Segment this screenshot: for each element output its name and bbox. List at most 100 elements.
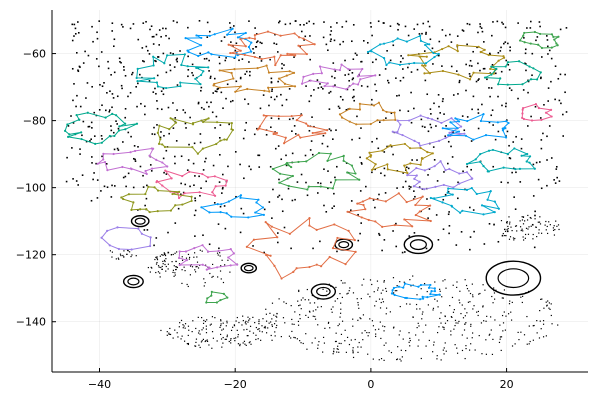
series-point	[391, 40, 395, 43]
scatter-point	[70, 115, 72, 117]
series-point	[155, 180, 159, 183]
scatter-point	[371, 320, 374, 322]
series-point	[328, 255, 331, 259]
series-point	[370, 50, 373, 53]
scatter-point	[452, 284, 454, 286]
scatter-point	[385, 313, 387, 315]
scatter-point	[504, 26, 507, 29]
scatter-point	[205, 328, 207, 330]
series-point	[86, 111, 89, 114]
scatter-point	[384, 192, 387, 194]
scatter-point	[472, 332, 474, 334]
scatter-point	[451, 316, 453, 318]
series-point	[305, 122, 308, 125]
scatter-point	[298, 304, 300, 307]
scatter-point	[361, 163, 363, 165]
scatter-point	[522, 216, 525, 218]
series-point	[367, 218, 370, 222]
scatter-point	[442, 228, 445, 231]
series-point	[407, 54, 410, 57]
series-point	[230, 215, 233, 218]
scatter-point	[189, 185, 191, 188]
scatter-point	[189, 116, 191, 119]
scatter-point	[130, 255, 132, 258]
series-point	[361, 67, 364, 71]
series-point	[358, 108, 362, 111]
scatter-point	[538, 337, 541, 339]
series-point	[140, 232, 143, 235]
scatter-point	[175, 266, 177, 268]
series-point	[440, 47, 444, 51]
scatter-point	[509, 49, 511, 52]
scatter-point	[275, 320, 277, 322]
series-point	[419, 144, 422, 147]
scatter-point	[402, 76, 405, 79]
scatter-point	[270, 117, 273, 119]
scatter-point	[353, 99, 355, 102]
scatter-point	[535, 161, 538, 164]
scatter-point	[482, 284, 484, 286]
scatter-point	[378, 359, 380, 361]
scatter-point	[402, 57, 404, 60]
series-point	[148, 244, 152, 248]
scatter-point	[437, 239, 440, 241]
scatter-point	[166, 334, 168, 336]
scatter-point	[299, 314, 301, 316]
ring-marker	[122, 274, 144, 289]
scatter-point	[370, 26, 372, 28]
scatter-point	[540, 232, 543, 234]
scatter-point	[425, 33, 427, 35]
scatter-point	[461, 29, 464, 31]
scatter-point	[536, 320, 538, 322]
scatter-point	[278, 194, 281, 197]
series-point	[183, 53, 186, 56]
scatter-point	[422, 311, 424, 313]
scatter-point	[366, 41, 369, 44]
scatter-point	[436, 180, 439, 182]
scatter-point	[502, 232, 504, 235]
scatter-point	[502, 330, 504, 332]
scatter-point	[194, 235, 196, 237]
scatter-point	[447, 140, 450, 143]
scatter-point	[259, 56, 261, 58]
series-point	[177, 196, 181, 200]
scatter-point	[375, 300, 377, 302]
scatter-point	[407, 167, 410, 170]
scatter-point	[142, 186, 145, 188]
scatter-point	[350, 200, 353, 202]
scatter-point	[500, 220, 503, 222]
scatter-point	[239, 344, 241, 347]
scatter-point	[415, 334, 417, 336]
scatter-point	[299, 24, 302, 26]
scatter-point	[461, 349, 464, 352]
scatter-point	[208, 243, 211, 246]
series-tour-line	[301, 64, 376, 90]
series-point	[340, 63, 343, 66]
scatter-point	[291, 199, 294, 202]
scatter-point	[196, 256, 198, 258]
scatter-point	[340, 279, 342, 282]
scatter-point	[545, 229, 547, 231]
scatter-point	[248, 342, 250, 344]
scatter-point	[333, 348, 335, 350]
scatter-point	[181, 335, 183, 337]
scatter-point	[145, 45, 148, 48]
scatter-point	[222, 342, 224, 344]
scatter-point	[393, 292, 395, 294]
scatter-point	[131, 254, 133, 256]
series-tour-line	[407, 44, 505, 80]
scatter-point	[505, 235, 507, 237]
scatter-point	[184, 270, 186, 272]
scatter-point	[552, 229, 555, 231]
scatter-point	[338, 342, 340, 344]
series-point	[420, 157, 424, 160]
scatter-point	[375, 90, 378, 92]
scatter-point	[122, 141, 124, 143]
scatter-point	[268, 322, 270, 324]
scatter-point	[445, 287, 447, 289]
scatter-point	[464, 357, 466, 360]
series-point	[419, 114, 422, 117]
scatter-point	[116, 147, 119, 150]
series-point	[421, 295, 424, 298]
